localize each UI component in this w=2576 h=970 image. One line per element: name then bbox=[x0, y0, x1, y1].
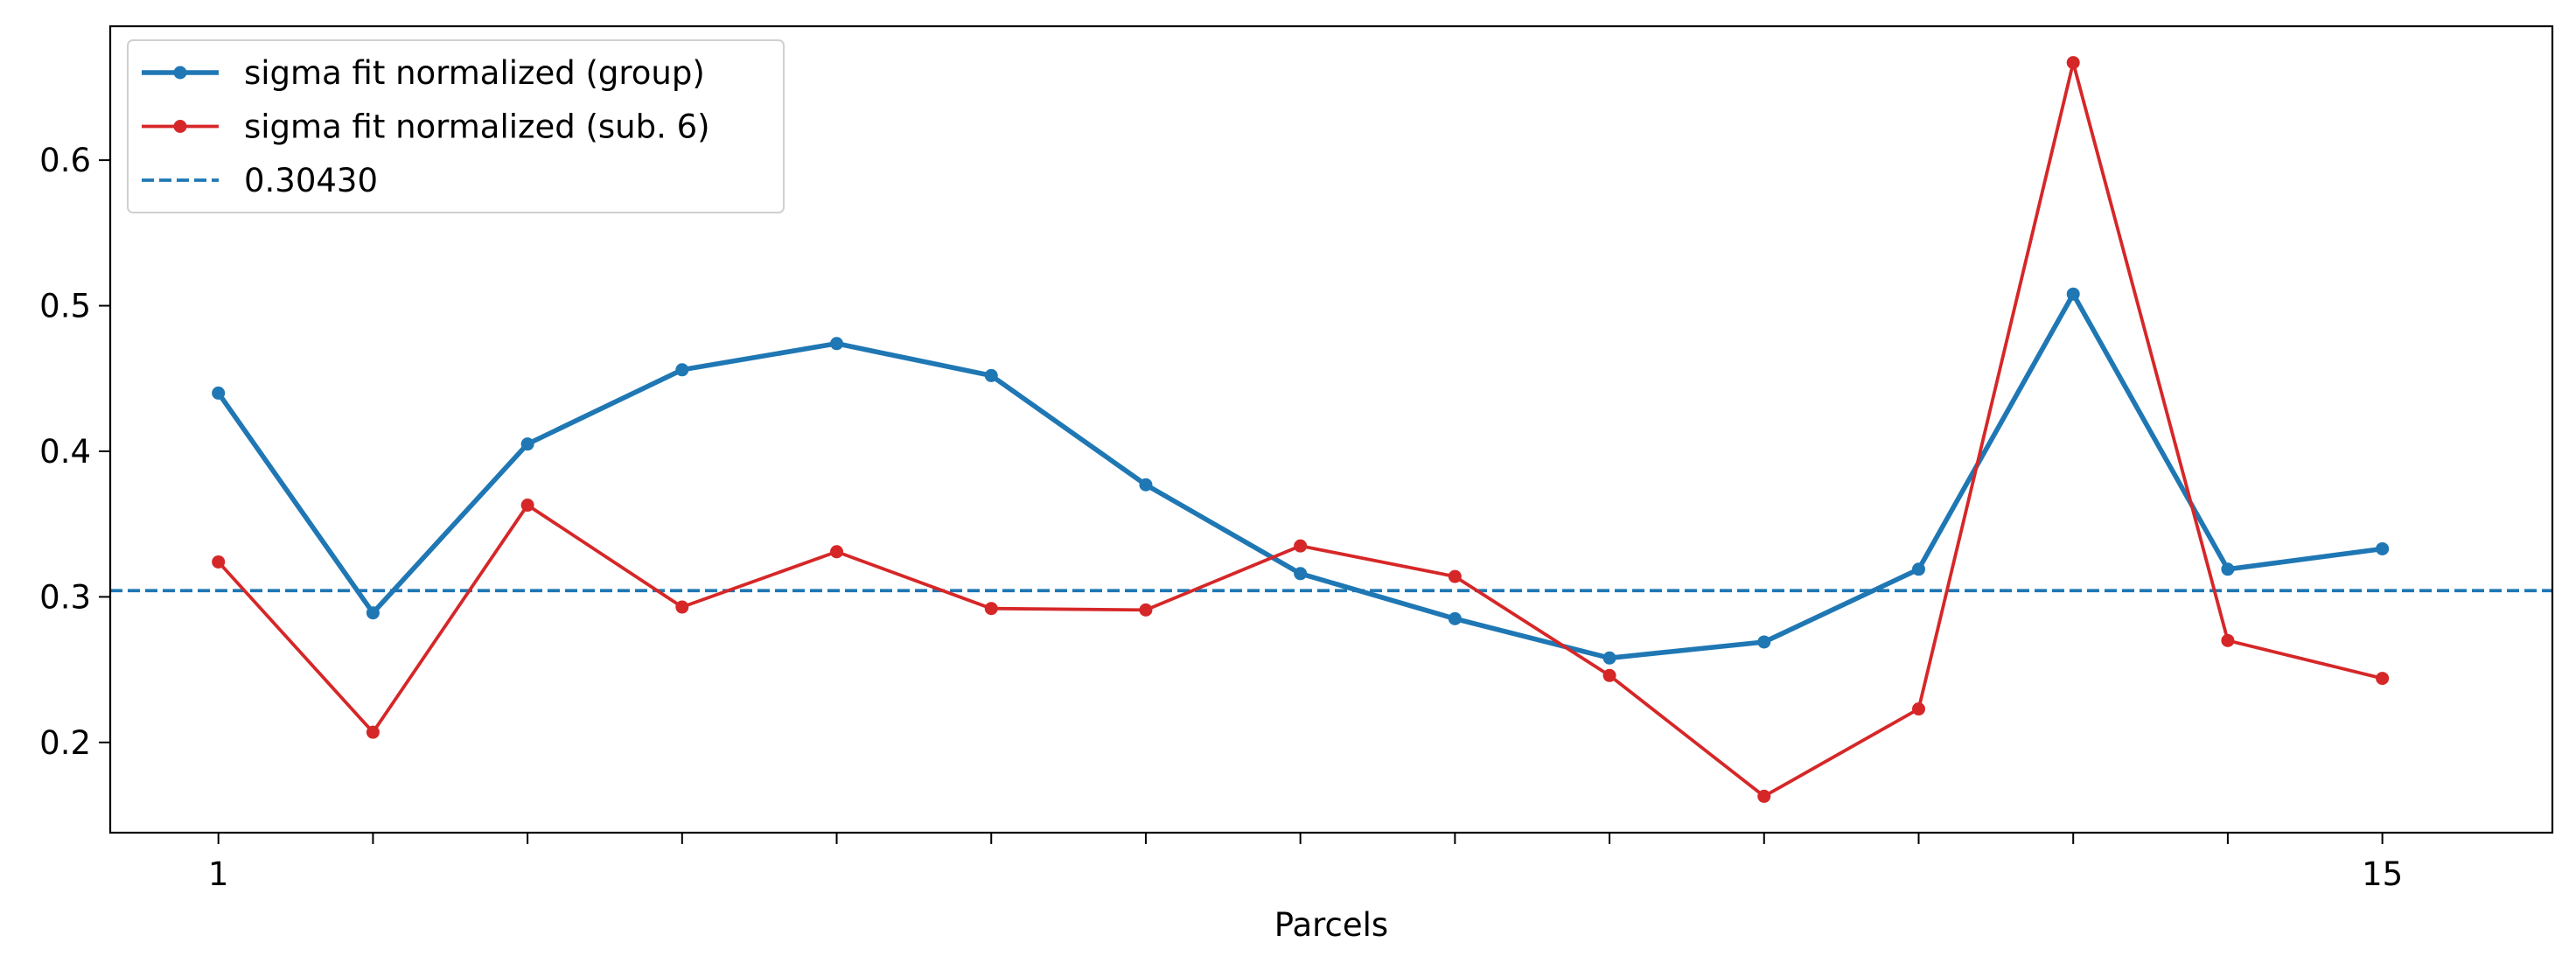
series-layer bbox=[212, 56, 2390, 803]
series-0-point-8 bbox=[1294, 567, 1308, 581]
y-tick-label-3: 0.5 bbox=[39, 288, 91, 325]
series-1-point-9 bbox=[1448, 569, 1462, 583]
legend-marker-0 bbox=[173, 66, 187, 80]
x-axis: 1 15 bbox=[208, 833, 2403, 893]
legend-label-1: sigma fit normalized (sub. 6) bbox=[244, 108, 710, 146]
series-0-point-6 bbox=[984, 368, 998, 382]
series-0-point-9 bbox=[1448, 611, 1462, 625]
legend-label-0: sigma fit normalized (group) bbox=[244, 54, 705, 92]
series-1-point-4 bbox=[675, 600, 689, 614]
series-0-point-7 bbox=[1139, 478, 1153, 492]
series-1-point-3 bbox=[520, 499, 534, 513]
y-tick-label-4: 0.6 bbox=[39, 142, 91, 179]
y-tick-label-2: 0.4 bbox=[39, 433, 91, 471]
series-0-point-15 bbox=[2376, 541, 2390, 555]
legend-marker-1 bbox=[173, 120, 187, 133]
series-0-point-1 bbox=[212, 386, 226, 400]
legend-box bbox=[127, 39, 785, 213]
series-0-point-11 bbox=[1757, 635, 1771, 649]
y-tick-label-0: 0.2 bbox=[39, 724, 91, 762]
y-axis: 0.2 0.3 0.4 0.5 0.6 bbox=[39, 142, 110, 762]
series-0-point-10 bbox=[1602, 651, 1616, 665]
series-0-point-13 bbox=[2066, 287, 2080, 301]
series-1-point-15 bbox=[2376, 672, 2390, 686]
series-1-point-7 bbox=[1139, 603, 1153, 617]
series-1-point-10 bbox=[1602, 668, 1616, 682]
series-1-point-13 bbox=[2066, 56, 2080, 70]
series-0-point-5 bbox=[830, 337, 844, 351]
y-tick-label-1: 0.3 bbox=[39, 578, 91, 616]
series-1-point-5 bbox=[830, 545, 844, 559]
series-1-point-6 bbox=[984, 602, 998, 616]
x-axis-label: Parcels bbox=[1274, 906, 1388, 944]
series-0-point-4 bbox=[675, 363, 689, 377]
series-1-point-2 bbox=[366, 725, 380, 739]
plot-area-frame bbox=[108, 24, 2554, 834]
series-1-point-1 bbox=[212, 555, 226, 569]
series-1-point-12 bbox=[1911, 702, 1925, 716]
legend: sigma fit normalized (group) sigma fit no… bbox=[127, 39, 785, 213]
series-1-point-14 bbox=[2221, 633, 2235, 647]
series-0-point-2 bbox=[366, 606, 380, 620]
series-0-point-3 bbox=[520, 437, 534, 451]
x-tick-label-1: 15 bbox=[2362, 855, 2403, 893]
series-0-point-14 bbox=[2221, 562, 2235, 576]
series-0-point-12 bbox=[1911, 562, 1925, 576]
series-1-point-11 bbox=[1757, 789, 1771, 803]
legend-label-2: 0.30430 bbox=[244, 162, 378, 199]
series-1-point-8 bbox=[1294, 539, 1308, 553]
x-tick-label-0: 1 bbox=[208, 855, 229, 893]
